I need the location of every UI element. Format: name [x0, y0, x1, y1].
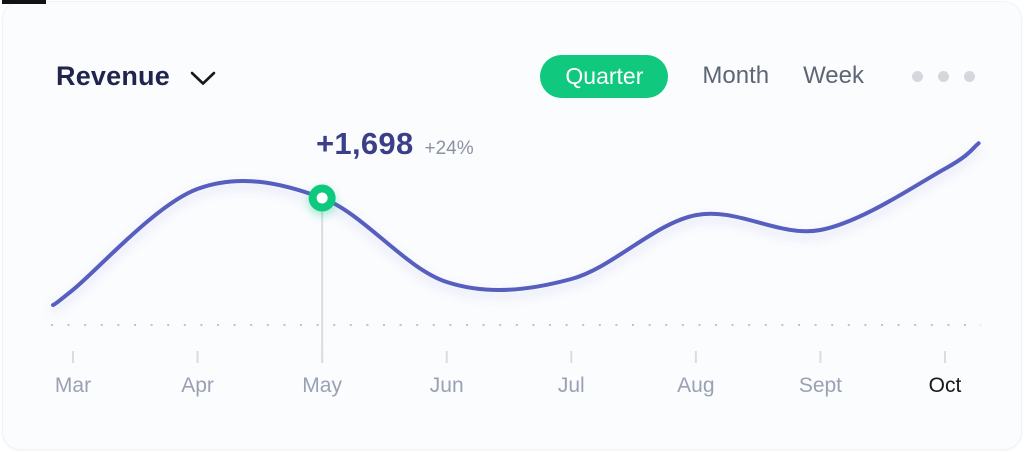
ellipsis-icon	[964, 70, 975, 82]
axis-label-aug: Aug	[677, 374, 715, 397]
tab-month[interactable]: Month	[702, 62, 770, 89]
tab-week[interactable]: Week	[803, 62, 864, 89]
tab-quarter[interactable]: Quarter	[540, 54, 669, 98]
axis-label-mar: Mar	[54, 374, 92, 397]
card-header: Revenue Quarter Month Week	[3, 52, 1021, 100]
more-options-button[interactable]	[910, 67, 977, 86]
ellipsis-icon	[938, 70, 949, 82]
axis-ticks	[72, 351, 946, 363]
period-tabs: Quarter Month Week	[540, 54, 977, 98]
chevron-down-icon	[190, 71, 216, 86]
axis-label-apr: Apr	[181, 374, 214, 397]
revenue-line-series	[51, 141, 981, 307]
revenue-dropdown[interactable]: Revenue	[56, 61, 216, 92]
page-title: Revenue	[56, 60, 170, 91]
ellipsis-icon	[912, 70, 923, 82]
axis-label-jul: Jul	[557, 374, 585, 397]
window-edge-artifact	[2, 0, 46, 4]
axis-label-jun: Jun	[429, 374, 464, 397]
tooltip-delta: +24%	[424, 138, 474, 159]
line-chart	[51, 141, 981, 363]
axis-label-may: May	[302, 374, 342, 397]
highlighted-datapoint-marker[interactable]	[308, 184, 336, 212]
tooltip-value: +1,698	[316, 126, 414, 161]
datapoint-tooltip: +1,698 +24%	[316, 126, 474, 162]
axis-label-oct: Oct	[928, 374, 962, 397]
axis-label-sept: Sept	[798, 374, 843, 397]
